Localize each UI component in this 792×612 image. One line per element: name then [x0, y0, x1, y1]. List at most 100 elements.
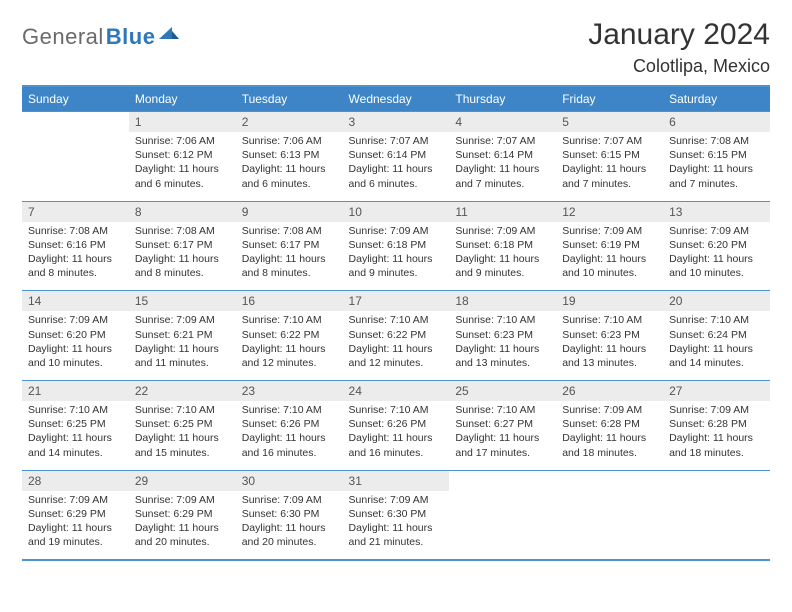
daylight-text: Daylight: 11 hours [669, 431, 764, 445]
sunset-text: Sunset: 6:18 PM [349, 238, 444, 252]
daylight-text-2: and 16 minutes. [242, 446, 337, 460]
calendar-page: GeneralBlue January 2024 Colotlipa, Mexi… [0, 0, 792, 579]
day-number: 1 [129, 112, 236, 133]
daylight-text: Daylight: 11 hours [349, 342, 444, 356]
day-cell: Sunrise: 7:09 AMSunset: 6:30 PMDaylight:… [343, 491, 450, 561]
day-number: 24 [343, 381, 450, 402]
day-cell: Sunrise: 7:10 AMSunset: 6:27 PMDaylight:… [449, 401, 556, 470]
sunrise-text: Sunrise: 7:10 AM [562, 313, 657, 327]
daylight-text: Daylight: 11 hours [349, 521, 444, 535]
day-content-row: Sunrise: 7:09 AMSunset: 6:20 PMDaylight:… [22, 311, 770, 380]
day-number: 20 [663, 291, 770, 312]
day-cell: Sunrise: 7:10 AMSunset: 6:24 PMDaylight:… [663, 311, 770, 380]
day-number: 15 [129, 291, 236, 312]
day-cell: Sunrise: 7:06 AMSunset: 6:12 PMDaylight:… [129, 132, 236, 201]
daylight-text-2: and 15 minutes. [135, 446, 230, 460]
day-cell: Sunrise: 7:09 AMSunset: 6:18 PMDaylight:… [449, 222, 556, 291]
daylight-text-2: and 8 minutes. [28, 266, 123, 280]
sunset-text: Sunset: 6:21 PM [135, 328, 230, 342]
day-cell: Sunrise: 7:09 AMSunset: 6:21 PMDaylight:… [129, 311, 236, 380]
sunset-text: Sunset: 6:28 PM [562, 417, 657, 431]
day-cell [449, 491, 556, 561]
day-number: 14 [22, 291, 129, 312]
daylight-text-2: and 16 minutes. [349, 446, 444, 460]
sunrise-text: Sunrise: 7:10 AM [455, 313, 550, 327]
sunset-text: Sunset: 6:26 PM [242, 417, 337, 431]
daylight-text: Daylight: 11 hours [242, 521, 337, 535]
sunset-text: Sunset: 6:15 PM [562, 148, 657, 162]
sunrise-text: Sunrise: 7:09 AM [242, 493, 337, 507]
day-cell: Sunrise: 7:07 AMSunset: 6:15 PMDaylight:… [556, 132, 663, 201]
sunrise-text: Sunrise: 7:10 AM [669, 313, 764, 327]
daylight-text-2: and 21 minutes. [349, 535, 444, 549]
day-number: 28 [22, 470, 129, 491]
daylight-text: Daylight: 11 hours [455, 162, 550, 176]
sunrise-text: Sunrise: 7:09 AM [28, 313, 123, 327]
day-header: Friday [556, 86, 663, 112]
sunset-text: Sunset: 6:17 PM [242, 238, 337, 252]
day-cell: Sunrise: 7:08 AMSunset: 6:16 PMDaylight:… [22, 222, 129, 291]
sunset-text: Sunset: 6:25 PM [28, 417, 123, 431]
sunrise-text: Sunrise: 7:09 AM [669, 403, 764, 417]
daylight-text-2: and 12 minutes. [349, 356, 444, 370]
day-number-row: 28293031 [22, 470, 770, 491]
day-number: 5 [556, 112, 663, 133]
day-cell: Sunrise: 7:10 AMSunset: 6:26 PMDaylight:… [236, 401, 343, 470]
daylight-text-2: and 10 minutes. [669, 266, 764, 280]
day-cell: Sunrise: 7:08 AMSunset: 6:17 PMDaylight:… [129, 222, 236, 291]
day-cell: Sunrise: 7:09 AMSunset: 6:18 PMDaylight:… [343, 222, 450, 291]
sunrise-text: Sunrise: 7:07 AM [349, 134, 444, 148]
sunrise-text: Sunrise: 7:10 AM [135, 403, 230, 417]
sunset-text: Sunset: 6:14 PM [349, 148, 444, 162]
day-cell: Sunrise: 7:09 AMSunset: 6:29 PMDaylight:… [129, 491, 236, 561]
day-cell: Sunrise: 7:07 AMSunset: 6:14 PMDaylight:… [449, 132, 556, 201]
daylight-text: Daylight: 11 hours [28, 521, 123, 535]
day-header: Thursday [449, 86, 556, 112]
sunrise-text: Sunrise: 7:10 AM [349, 313, 444, 327]
daylight-text: Daylight: 11 hours [135, 521, 230, 535]
daylight-text-2: and 20 minutes. [242, 535, 337, 549]
sunset-text: Sunset: 6:25 PM [135, 417, 230, 431]
day-number: 12 [556, 201, 663, 222]
day-cell: Sunrise: 7:07 AMSunset: 6:14 PMDaylight:… [343, 132, 450, 201]
sunrise-text: Sunrise: 7:07 AM [562, 134, 657, 148]
sunrise-text: Sunrise: 7:08 AM [242, 224, 337, 238]
sunset-text: Sunset: 6:17 PM [135, 238, 230, 252]
day-number [556, 470, 663, 491]
day-cell: Sunrise: 7:08 AMSunset: 6:17 PMDaylight:… [236, 222, 343, 291]
daylight-text: Daylight: 11 hours [242, 162, 337, 176]
month-title: January 2024 [588, 18, 770, 52]
header: GeneralBlue January 2024 Colotlipa, Mexi… [22, 18, 770, 77]
daylight-text: Daylight: 11 hours [455, 252, 550, 266]
daylight-text: Daylight: 11 hours [28, 342, 123, 356]
sunset-text: Sunset: 6:14 PM [455, 148, 550, 162]
day-content-row: Sunrise: 7:09 AMSunset: 6:29 PMDaylight:… [22, 491, 770, 561]
daylight-text: Daylight: 11 hours [135, 342, 230, 356]
sunrise-text: Sunrise: 7:06 AM [242, 134, 337, 148]
daylight-text-2: and 7 minutes. [562, 177, 657, 191]
sunrise-text: Sunrise: 7:10 AM [28, 403, 123, 417]
day-cell: Sunrise: 7:10 AMSunset: 6:25 PMDaylight:… [129, 401, 236, 470]
sunrise-text: Sunrise: 7:06 AM [135, 134, 230, 148]
daylight-text-2: and 10 minutes. [562, 266, 657, 280]
sunset-text: Sunset: 6:20 PM [28, 328, 123, 342]
day-content-row: Sunrise: 7:08 AMSunset: 6:16 PMDaylight:… [22, 222, 770, 291]
day-number: 23 [236, 381, 343, 402]
daylight-text: Daylight: 11 hours [562, 431, 657, 445]
day-number: 3 [343, 112, 450, 133]
sunset-text: Sunset: 6:19 PM [562, 238, 657, 252]
sunset-text: Sunset: 6:12 PM [135, 148, 230, 162]
sunrise-text: Sunrise: 7:10 AM [242, 313, 337, 327]
day-cell: Sunrise: 7:09 AMSunset: 6:20 PMDaylight:… [22, 311, 129, 380]
daylight-text-2: and 8 minutes. [242, 266, 337, 280]
day-number: 29 [129, 470, 236, 491]
daylight-text: Daylight: 11 hours [455, 431, 550, 445]
daylight-text: Daylight: 11 hours [562, 252, 657, 266]
day-number: 16 [236, 291, 343, 312]
sunset-text: Sunset: 6:18 PM [455, 238, 550, 252]
sunrise-text: Sunrise: 7:08 AM [669, 134, 764, 148]
daylight-text-2: and 10 minutes. [28, 356, 123, 370]
day-number: 2 [236, 112, 343, 133]
sunrise-text: Sunrise: 7:09 AM [135, 493, 230, 507]
day-number: 9 [236, 201, 343, 222]
